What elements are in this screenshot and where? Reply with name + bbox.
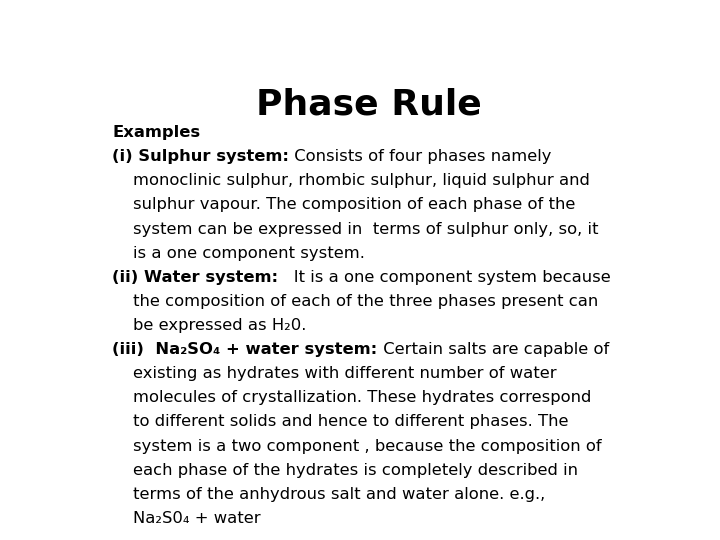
- Text: sulphur vapour. The composition of each phase of the: sulphur vapour. The composition of each …: [112, 198, 576, 212]
- Text: (ii) Water system:: (ii) Water system:: [112, 270, 279, 285]
- Text: existing as hydrates with different number of water: existing as hydrates with different numb…: [112, 366, 557, 381]
- Text: the composition of each of the three phases present can: the composition of each of the three pha…: [112, 294, 598, 309]
- Text: It is a one component system because: It is a one component system because: [279, 270, 611, 285]
- Text: to different solids and hence to different phases. The: to different solids and hence to differe…: [112, 415, 569, 429]
- Text: Consists of four phases namely: Consists of four phases namely: [289, 149, 552, 164]
- Text: (iii)  Na₂SO₄ + water system:: (iii) Na₂SO₄ + water system:: [112, 342, 377, 357]
- Text: be expressed as H₂0.: be expressed as H₂0.: [112, 318, 307, 333]
- Text: Certain salts are capable of: Certain salts are capable of: [377, 342, 609, 357]
- Text: Na₂S0₄ + water: Na₂S0₄ + water: [112, 511, 261, 526]
- Text: monoclinic sulphur, rhombic sulphur, liquid sulphur and: monoclinic sulphur, rhombic sulphur, liq…: [112, 173, 590, 188]
- Text: molecules of crystallization. These hydrates correspond: molecules of crystallization. These hydr…: [112, 390, 592, 406]
- Text: terms of the anhydrous salt and water alone. e.g.,: terms of the anhydrous salt and water al…: [112, 487, 546, 502]
- Text: system is a two component , because the composition of: system is a two component , because the …: [112, 438, 602, 454]
- Text: is a one component system.: is a one component system.: [112, 246, 365, 261]
- Text: Examples: Examples: [112, 125, 200, 140]
- Text: system can be expressed in  terms of sulphur only, so, it: system can be expressed in terms of sulp…: [112, 221, 599, 237]
- Text: Phase Rule: Phase Rule: [256, 87, 482, 122]
- Text: each phase of the hydrates is completely described in: each phase of the hydrates is completely…: [112, 463, 578, 478]
- Text: (i) Sulphur system:: (i) Sulphur system:: [112, 149, 289, 164]
